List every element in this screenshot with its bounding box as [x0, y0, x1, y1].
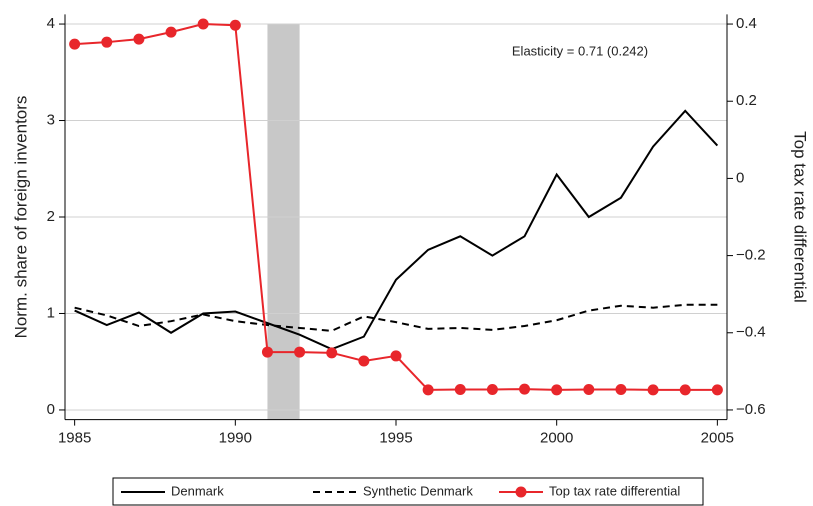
x-tick-label: 2000 [540, 430, 573, 447]
legend-box [112, 477, 704, 506]
y2-tick-label: 0.2 [736, 92, 757, 109]
marker [261, 346, 273, 358]
y2-tick-label: −0.6 [736, 401, 766, 418]
y-tick-label: 4 [47, 15, 55, 32]
x-tick-label: 2005 [701, 430, 734, 447]
marker [679, 384, 691, 396]
marker [486, 383, 498, 395]
marker [583, 383, 595, 395]
legend-label: Denmark [171, 483, 224, 498]
y-axis-label: Norm. share of foreign inventors [11, 96, 30, 339]
x-tick-label: 1995 [379, 430, 412, 447]
marker [390, 350, 402, 362]
marker [229, 19, 241, 31]
y2-tick-label: 0.4 [736, 15, 757, 32]
y2-tick-label: 0 [736, 169, 744, 186]
y2-tick-label: −0.2 [736, 247, 766, 264]
y-tick-label: 2 [47, 208, 55, 225]
x-tick-label: 1985 [58, 430, 91, 447]
marker [647, 384, 659, 396]
y-tick-label: 3 [47, 111, 55, 128]
marker [358, 355, 370, 367]
legend-marker [515, 486, 527, 498]
legend: Denmark Synthetic Denmark Top tax rate dif… [112, 477, 704, 506]
marker [101, 36, 113, 48]
marker [165, 26, 177, 38]
legend-label: Synthetic Denmark [363, 483, 473, 498]
series-line [74, 109, 719, 351]
marker [197, 18, 209, 30]
marker [422, 384, 434, 396]
annotation: Elasticity = 0.71 (0.242) [512, 43, 648, 58]
marker [454, 383, 466, 395]
y-tick-label: 0 [47, 401, 55, 418]
marker [519, 383, 531, 395]
marker [551, 384, 563, 396]
legend-label: Top tax rate differential [549, 483, 680, 498]
y2-tick-label: −0.4 [736, 324, 766, 341]
marker [69, 38, 81, 50]
x-tick-label: 1990 [219, 430, 252, 447]
marker [615, 383, 627, 395]
series-line [74, 23, 718, 391]
marker [294, 346, 306, 358]
y-tick-label: 1 [47, 304, 55, 321]
y2-axis-label: Top tax rate differential [791, 131, 810, 303]
shaded-period [267, 24, 300, 420]
series-line [74, 303, 718, 332]
marker [326, 347, 338, 359]
marker [133, 33, 145, 45]
marker [711, 384, 723, 396]
